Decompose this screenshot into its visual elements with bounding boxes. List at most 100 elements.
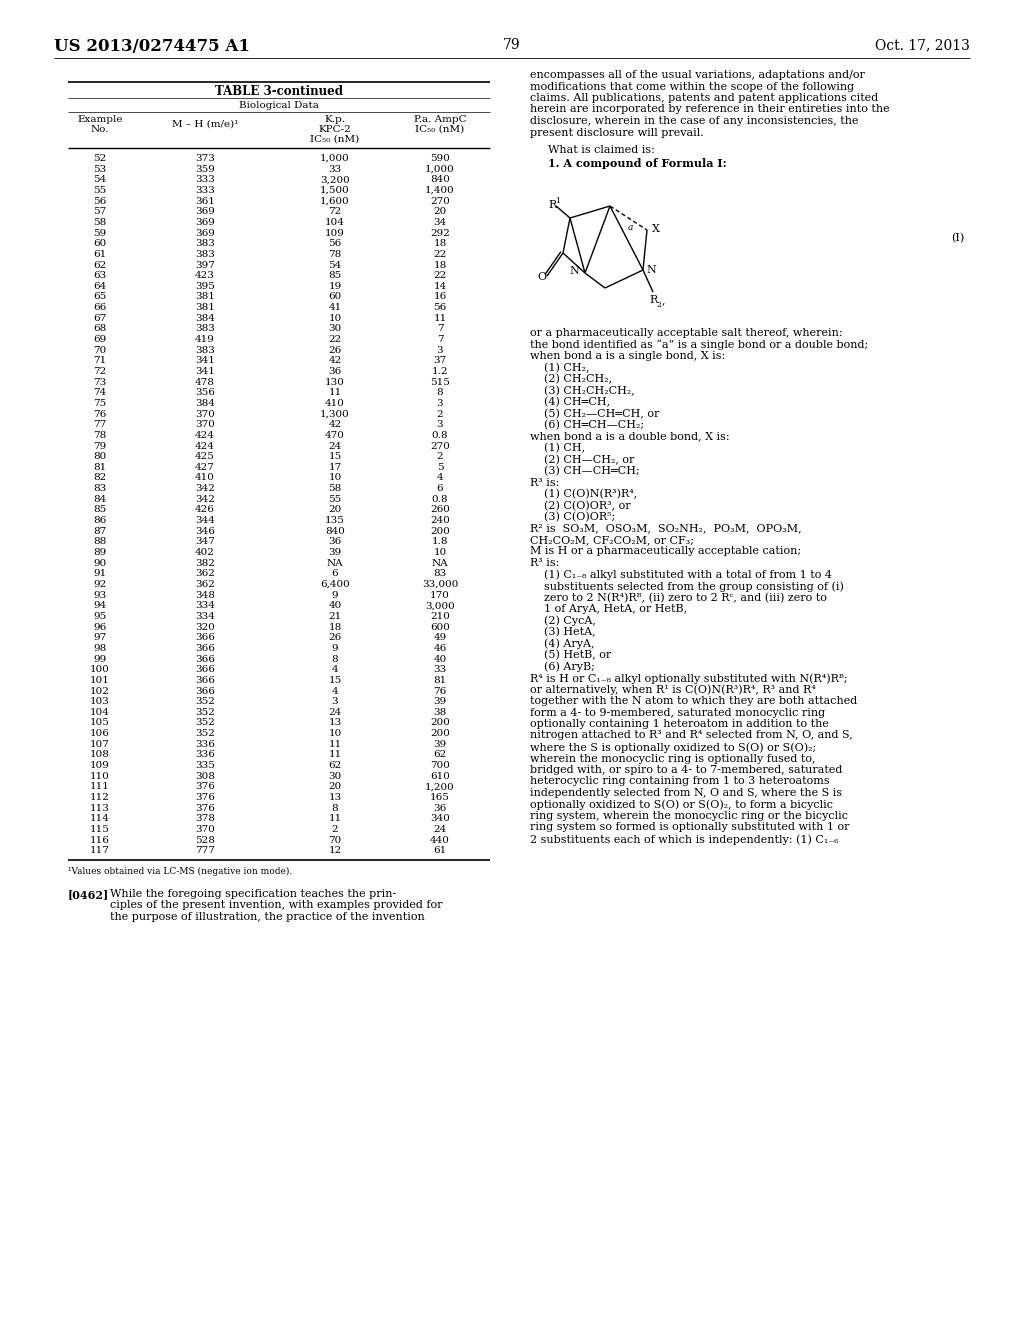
Text: 11: 11 <box>329 750 342 759</box>
Text: 1,300: 1,300 <box>321 409 350 418</box>
Text: 94: 94 <box>93 602 106 610</box>
Text: US 2013/0274475 A1: US 2013/0274475 A1 <box>54 38 250 55</box>
Text: 62: 62 <box>329 762 342 770</box>
Text: 1,600: 1,600 <box>321 197 350 206</box>
Text: 20: 20 <box>329 783 342 792</box>
Text: or alternatively, when R¹ is C(O)N(R³)R⁴, R³ and R⁴: or alternatively, when R¹ is C(O)N(R³)R⁴… <box>530 685 816 696</box>
Text: herein are incorporated by reference in their entireties into the: herein are incorporated by reference in … <box>530 104 890 115</box>
Text: 4: 4 <box>332 686 338 696</box>
Text: 39: 39 <box>433 697 446 706</box>
Text: form a 4- to 9-membered, saturated monocyclic ring: form a 4- to 9-membered, saturated monoc… <box>530 708 825 718</box>
Text: 383: 383 <box>195 346 215 355</box>
Text: 378: 378 <box>195 814 215 824</box>
Text: (6) AryB;: (6) AryB; <box>530 661 595 672</box>
Text: 83: 83 <box>93 484 106 494</box>
Text: R³ is:: R³ is: <box>530 558 559 568</box>
Text: Oct. 17, 2013: Oct. 17, 2013 <box>876 38 970 51</box>
Text: 18: 18 <box>433 239 446 248</box>
Text: 402: 402 <box>195 548 215 557</box>
Text: 382: 382 <box>195 558 215 568</box>
Text: 383: 383 <box>195 239 215 248</box>
Text: 62: 62 <box>433 750 446 759</box>
Text: 85: 85 <box>93 506 106 515</box>
Text: 109: 109 <box>325 228 345 238</box>
Text: 57: 57 <box>93 207 106 216</box>
Text: 320: 320 <box>195 623 215 631</box>
Text: 1,400: 1,400 <box>425 186 455 195</box>
Text: 0.8: 0.8 <box>432 430 449 440</box>
Text: 9: 9 <box>332 644 338 653</box>
Text: 5: 5 <box>436 463 443 471</box>
Text: 10: 10 <box>329 729 342 738</box>
Text: N: N <box>646 265 655 275</box>
Text: 352: 352 <box>195 708 215 717</box>
Text: 366: 366 <box>195 655 215 664</box>
Text: 116: 116 <box>90 836 110 845</box>
Text: 40: 40 <box>433 655 446 664</box>
Text: 78: 78 <box>329 249 342 259</box>
Text: 36: 36 <box>329 537 342 546</box>
Text: 336: 336 <box>195 750 215 759</box>
Text: 210: 210 <box>430 612 450 620</box>
Text: 39: 39 <box>433 739 446 748</box>
Text: 106: 106 <box>90 729 110 738</box>
Text: 101: 101 <box>90 676 110 685</box>
Text: 49: 49 <box>433 634 446 643</box>
Text: 73: 73 <box>93 378 106 387</box>
Text: 356: 356 <box>195 388 215 397</box>
Text: 440: 440 <box>430 836 450 845</box>
Text: 41: 41 <box>329 304 342 312</box>
Text: 135: 135 <box>325 516 345 525</box>
Text: (1) C(O)N(R³)R⁴,: (1) C(O)N(R³)R⁴, <box>530 488 637 499</box>
Text: 3: 3 <box>436 399 443 408</box>
Text: Biological Data: Biological Data <box>239 102 318 110</box>
Text: when bond a is a double bond, X is:: when bond a is a double bond, X is: <box>530 432 730 441</box>
Text: modifications that come within the scope of the following: modifications that come within the scope… <box>530 82 854 91</box>
Text: 342: 342 <box>195 495 215 504</box>
Text: 82: 82 <box>93 474 106 483</box>
Text: 600: 600 <box>430 623 450 631</box>
Text: 95: 95 <box>93 612 106 620</box>
Text: 333: 333 <box>195 186 215 195</box>
Text: What is claimed is:: What is claimed is: <box>548 145 655 154</box>
Text: N: N <box>569 267 579 276</box>
Text: 56: 56 <box>93 197 106 206</box>
Text: ring system, wherein the monocyclic ring or the bicyclic: ring system, wherein the monocyclic ring… <box>530 810 848 821</box>
Text: 26: 26 <box>329 634 342 643</box>
Text: 0.8: 0.8 <box>432 495 449 504</box>
Text: X: X <box>652 224 659 234</box>
Text: 2: 2 <box>656 301 660 309</box>
Text: 8: 8 <box>332 655 338 664</box>
Text: (1) CH,: (1) CH, <box>530 444 585 453</box>
Text: 79: 79 <box>93 442 106 450</box>
Text: 383: 383 <box>195 325 215 334</box>
Text: 109: 109 <box>90 762 110 770</box>
Text: 77: 77 <box>93 420 106 429</box>
Text: 1,200: 1,200 <box>425 783 455 792</box>
Text: 117: 117 <box>90 846 110 855</box>
Text: (4) CH═CH,: (4) CH═CH, <box>530 397 610 408</box>
Text: 3,000: 3,000 <box>425 602 455 610</box>
Text: 528: 528 <box>195 836 215 845</box>
Text: 79: 79 <box>503 38 521 51</box>
Text: 170: 170 <box>430 590 450 599</box>
Text: 14: 14 <box>433 281 446 290</box>
Text: 76: 76 <box>433 686 446 696</box>
Text: P.a. AmpC: P.a. AmpC <box>414 115 466 124</box>
Text: 308: 308 <box>195 772 215 780</box>
Text: 88: 88 <box>93 537 106 546</box>
Text: 86: 86 <box>93 516 106 525</box>
Text: 81: 81 <box>93 463 106 471</box>
Text: (1) C₁₋₈ alkyl substituted with a total of from 1 to 4: (1) C₁₋₈ alkyl substituted with a total … <box>530 569 831 579</box>
Text: 114: 114 <box>90 814 110 824</box>
Text: 2: 2 <box>436 453 443 461</box>
Text: 30: 30 <box>329 325 342 334</box>
Text: 24: 24 <box>433 825 446 834</box>
Text: 30: 30 <box>329 772 342 780</box>
Text: where the S is optionally oxidized to S(O) or S(O)₂;: where the S is optionally oxidized to S(… <box>530 742 816 752</box>
Text: 92: 92 <box>93 579 106 589</box>
Text: 346: 346 <box>195 527 215 536</box>
Text: 4: 4 <box>436 474 443 483</box>
Text: 341: 341 <box>195 356 215 366</box>
Text: 366: 366 <box>195 665 215 675</box>
